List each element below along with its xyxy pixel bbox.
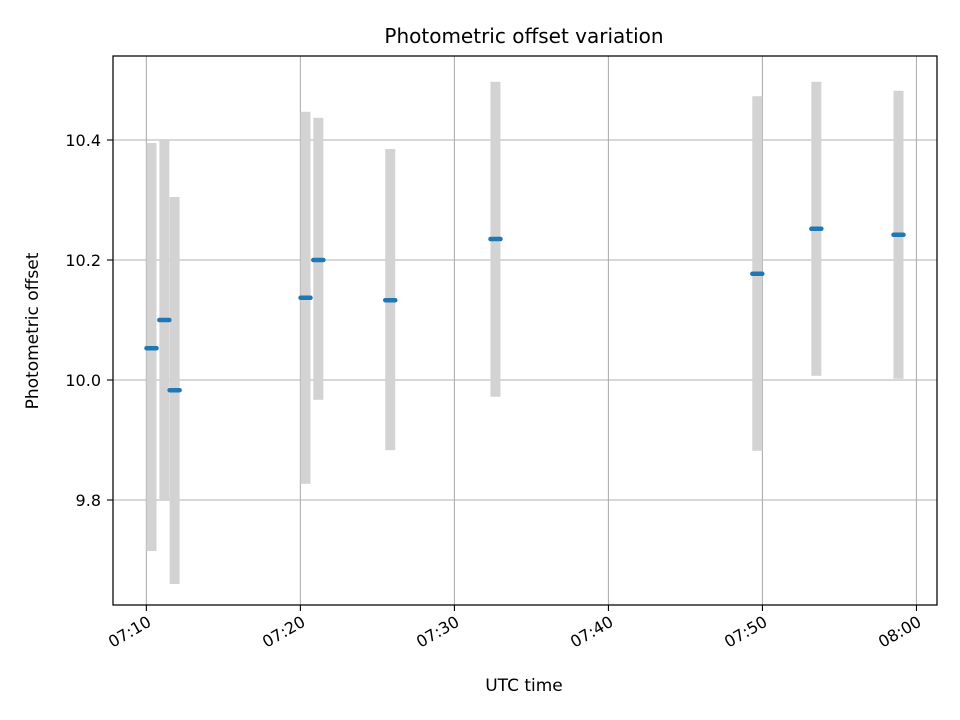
y-axis-ticks: 9.8 10.0 10.2 10.4 — [65, 131, 113, 510]
y-tick-label: 10.4 — [65, 131, 101, 150]
x-tick-label: 07:20 — [259, 612, 308, 652]
y-tick-label: 9.8 — [76, 491, 101, 510]
grid-lines — [113, 56, 937, 605]
y-tick-label: 10.2 — [65, 251, 101, 270]
chart-title: Photometric offset variation — [384, 24, 663, 48]
x-tick-label: 07:40 — [567, 612, 616, 652]
y-axis-label: Photometric offset — [23, 252, 43, 409]
x-tick-label: 08:00 — [875, 612, 924, 652]
data-points — [144, 226, 906, 393]
x-axis-ticks: 07:10 07:20 07:30 07:40 07:50 08:00 — [105, 605, 924, 652]
plot-frame — [112, 55, 938, 606]
y-tick-label: 10.0 — [65, 371, 101, 390]
x-tick-label: 07:30 — [413, 612, 462, 652]
error-bars — [146, 81, 904, 584]
x-tick-label: 07:10 — [105, 612, 154, 652]
x-tick-label: 07:50 — [721, 612, 770, 652]
x-axis-label: UTC time — [485, 676, 563, 696]
